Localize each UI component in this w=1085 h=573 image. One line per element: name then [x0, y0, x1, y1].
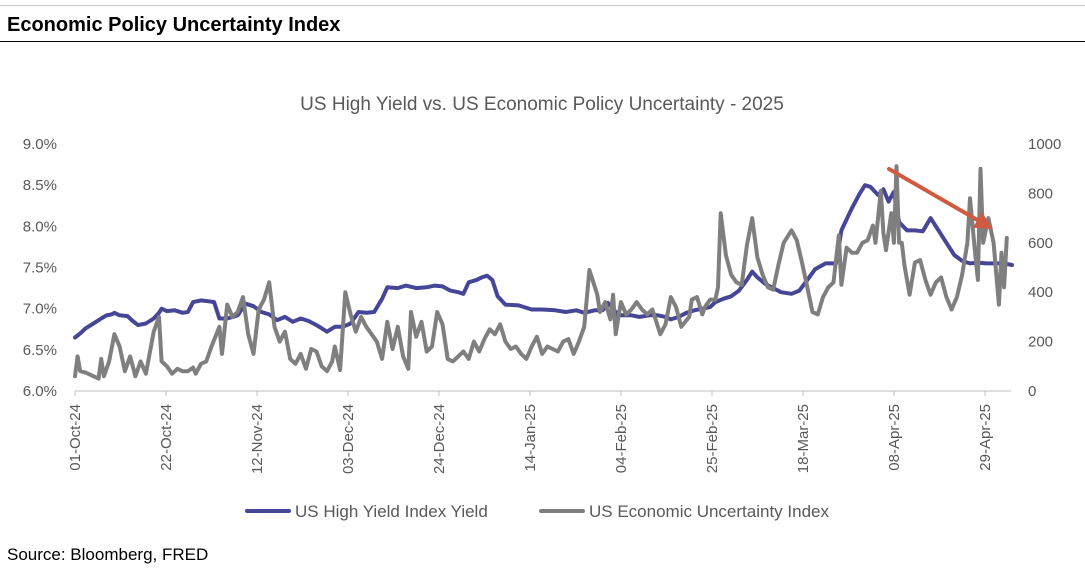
- y-left-tick-label: 8.5%: [23, 177, 57, 194]
- legend-item: US Economic Uncertainty Index: [539, 502, 829, 521]
- y-right-tick-label: 200: [1028, 334, 1053, 351]
- y-right-tick-label: 1000: [1028, 136, 1061, 153]
- y-left-tick-label: 6.5%: [23, 342, 57, 359]
- y-left-tick-label: 6.0%: [23, 383, 57, 400]
- title-rule: [0, 41, 1085, 42]
- y-left-tick-label: 7.5%: [23, 260, 57, 277]
- x-tick-label: 25-Feb-25: [704, 404, 721, 473]
- annotation-arrow-shaft: [887, 167, 980, 223]
- x-tick-label: 04-Feb-25: [613, 404, 630, 473]
- series-line-uncertainty: [73, 164, 1009, 381]
- x-tick-label: 14-Jan-25: [522, 404, 539, 472]
- legend-label: US Economic Uncertainty Index: [589, 502, 829, 521]
- legend-item: US High Yield Index Yield: [245, 502, 488, 521]
- x-tick-label: 24-Dec-24: [431, 404, 448, 474]
- source-note: Source: Bloomberg, FRED: [7, 545, 209, 564]
- legend-label: US High Yield Index Yield: [295, 502, 488, 521]
- y-right-tick-label: 600: [1028, 235, 1053, 252]
- x-tick-label: 29-Apr-25: [977, 404, 994, 471]
- x-tick-label: 08-Apr-25: [886, 404, 903, 471]
- top-rule: [0, 5, 1085, 6]
- y-left-tick-label: 7.0%: [23, 301, 57, 318]
- legend: US High Yield Index Yield US Economic Unc…: [245, 502, 829, 521]
- y-left-tick-label: 9.0%: [23, 136, 57, 153]
- y-left-tick-label: 8.0%: [23, 218, 57, 235]
- x-tick-label: 03-Dec-24: [340, 404, 357, 474]
- y-right-tick-label: 0: [1028, 383, 1036, 400]
- y-right-tick-label: 800: [1028, 185, 1053, 202]
- x-tick-label: 18-Mar-25: [795, 404, 812, 473]
- x-tick-label: 12-Nov-24: [249, 404, 266, 474]
- annotation-arrow-head: [972, 212, 993, 229]
- x-tick-label: 01-Oct-24: [67, 404, 84, 471]
- x-tick-label: 22-Oct-24: [158, 404, 175, 471]
- series-line-high-yield: [73, 183, 1014, 340]
- page-title: Economic Policy Uncertainty Index: [7, 14, 341, 36]
- chart-title: US High Yield vs. US Economic Policy Unc…: [300, 94, 784, 115]
- plot-area: 6.0% 6.5% 7.0% 7.5% 8.0% 8.5% 9.0% 0 200 400 600 80…: [23, 136, 1062, 474]
- y-right-tick-label: 400: [1028, 284, 1053, 301]
